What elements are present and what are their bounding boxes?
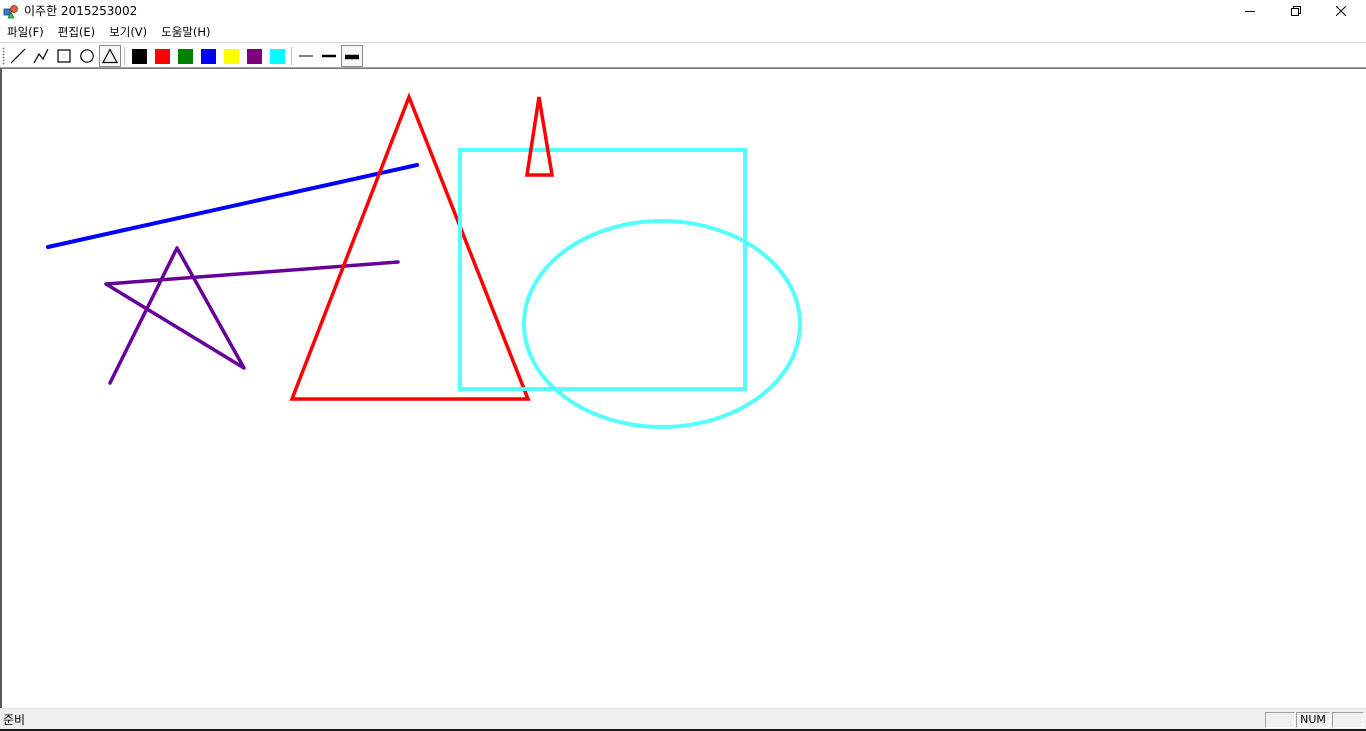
toolbar-grip[interactable] [2, 47, 5, 65]
rectangle-icon [57, 49, 71, 63]
color-black-button[interactable] [128, 45, 150, 67]
toolbar-separator [291, 47, 292, 65]
color-blue-swatch [200, 48, 216, 64]
purple-polyline-shape [104, 246, 400, 385]
restore-icon [1291, 6, 1301, 16]
ellipse-tool-button[interactable] [76, 45, 98, 67]
status-pane-scroll [1332, 712, 1364, 728]
drawing-surface[interactable] [0, 68, 1366, 708]
toolbar [0, 42, 1366, 68]
thick-line-icon [345, 54, 359, 60]
color-red-swatch [154, 48, 170, 64]
app-icon[interactable] [3, 3, 19, 19]
menu-bar: 파일(F) 편집(E) 보기(V) 도움말(H) [0, 22, 1366, 42]
menu-help[interactable]: 도움말(H) [161, 25, 211, 39]
thin-line-button[interactable] [295, 45, 317, 67]
cyan-rectangle-shape [458, 148, 747, 391]
medium-line-icon [322, 54, 336, 58]
small-red-triangle-shape [524, 96, 555, 177]
color-red-button[interactable] [151, 45, 173, 67]
drawing-canvas[interactable] [0, 68, 1366, 708]
thin-line-icon [299, 55, 313, 57]
color-blue-button[interactable] [197, 45, 219, 67]
red-triangle-shape [289, 92, 531, 401]
line-tool-button[interactable] [7, 45, 29, 67]
triangle-icon [102, 48, 118, 64]
window-title: 이주한 2015253002 [24, 4, 138, 18]
color-purple-swatch [246, 48, 262, 64]
toolbar-separator [124, 47, 125, 65]
close-icon [1336, 6, 1346, 16]
color-cyan-button[interactable] [266, 45, 288, 67]
thick-line-button[interactable] [341, 45, 363, 67]
ellipse-icon [80, 49, 94, 63]
status-pane-num: NUM [1296, 712, 1330, 728]
status-bar: 준비 NUM [0, 708, 1366, 731]
color-yellow-swatch [223, 48, 239, 64]
triangle-tool-button[interactable] [99, 45, 121, 67]
menu-edit[interactable]: 편집(E) [57, 25, 96, 39]
medium-line-button[interactable] [318, 45, 340, 67]
taskbar-edge [0, 729, 1366, 731]
blue-line-shape [46, 163, 419, 249]
close-button[interactable] [1318, 0, 1364, 22]
color-green-swatch [177, 48, 193, 64]
title-bar[interactable]: 이주한 2015253002 [0, 0, 1366, 22]
cyan-ellipse-shape [522, 219, 802, 429]
rectangle-tool-button[interactable] [53, 45, 75, 67]
color-green-button[interactable] [174, 45, 196, 67]
menu-file[interactable]: 파일(F) [7, 25, 44, 39]
color-cyan-swatch [269, 48, 285, 64]
status-message: 준비 [3, 713, 26, 727]
color-purple-button[interactable] [243, 45, 265, 67]
minimize-button[interactable] [1227, 0, 1273, 22]
color-yellow-button[interactable] [220, 45, 242, 67]
color-black-swatch [131, 48, 147, 64]
polyline-tool-button[interactable] [30, 45, 52, 67]
minimize-icon [1245, 11, 1255, 12]
restore-button[interactable] [1273, 0, 1319, 22]
polyline-icon [33, 48, 49, 64]
line-icon [10, 48, 26, 64]
menu-view[interactable]: 보기(V) [109, 25, 148, 39]
status-pane-caps [1265, 712, 1295, 728]
